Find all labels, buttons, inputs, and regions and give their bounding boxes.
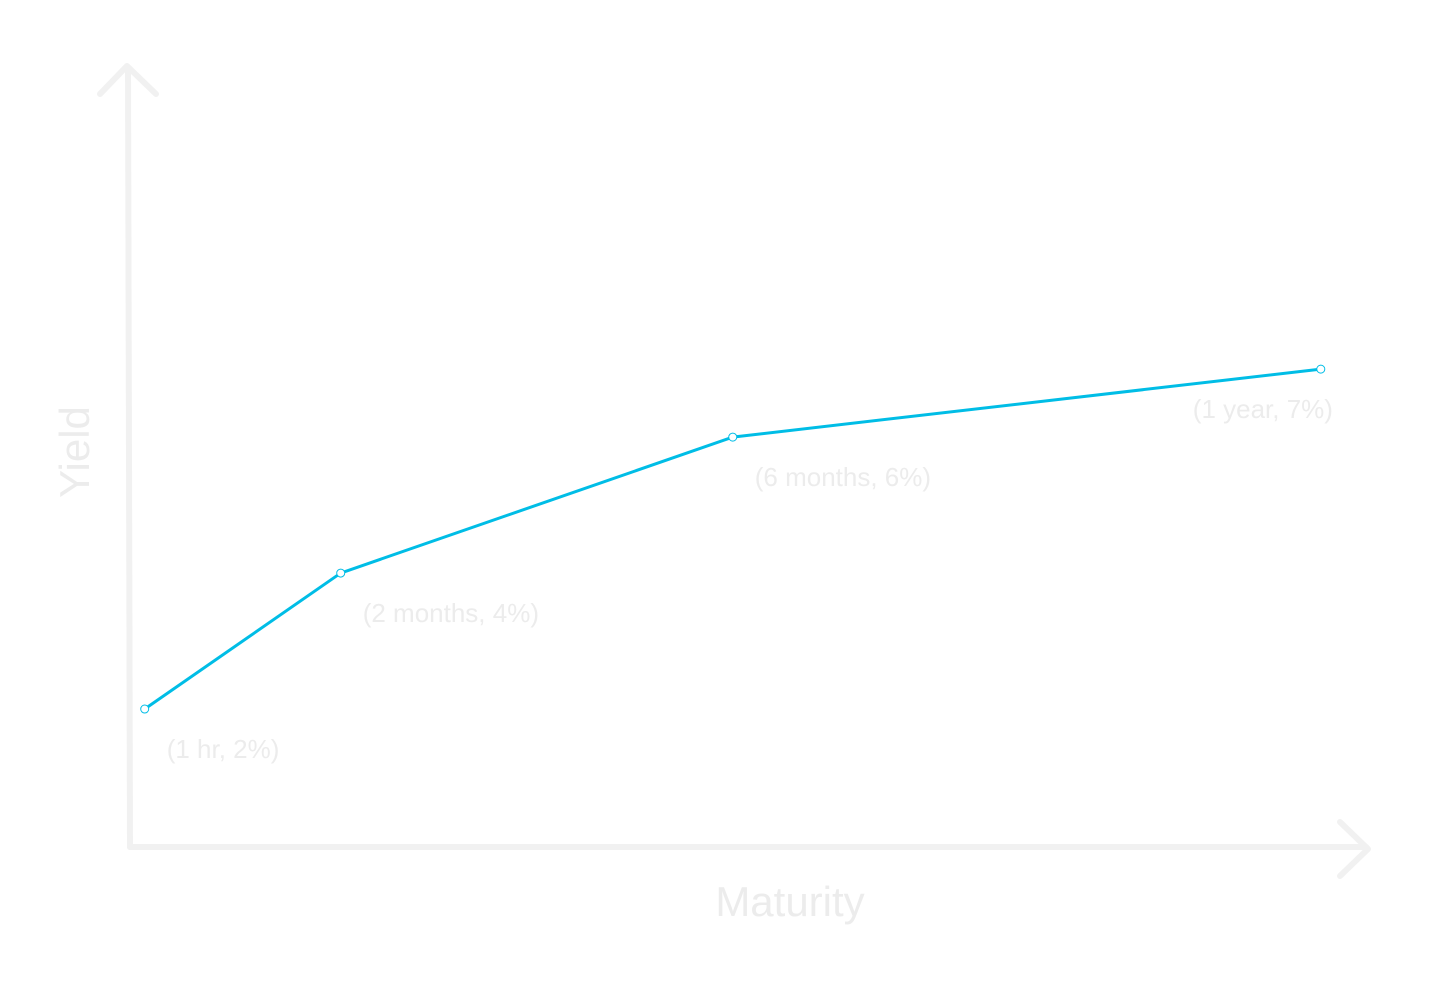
data-label: (1 hr, 2%) xyxy=(167,734,280,764)
data-label: (6 months, 6%) xyxy=(755,462,931,492)
y-axis-arrow xyxy=(97,63,159,97)
point xyxy=(1316,364,1326,374)
x-axis-label: Maturity xyxy=(715,878,864,925)
data-label: (1 year, 7%) xyxy=(1193,394,1333,424)
point xyxy=(728,432,738,442)
point xyxy=(336,568,346,578)
axes xyxy=(97,63,1371,879)
line xyxy=(143,367,1321,711)
point xyxy=(140,704,150,714)
y-axis-label: Yield xyxy=(51,406,98,498)
x-axis-arrow xyxy=(1337,819,1371,879)
data-label: (2 months, 4%) xyxy=(363,598,539,628)
y-axis xyxy=(125,65,133,850)
